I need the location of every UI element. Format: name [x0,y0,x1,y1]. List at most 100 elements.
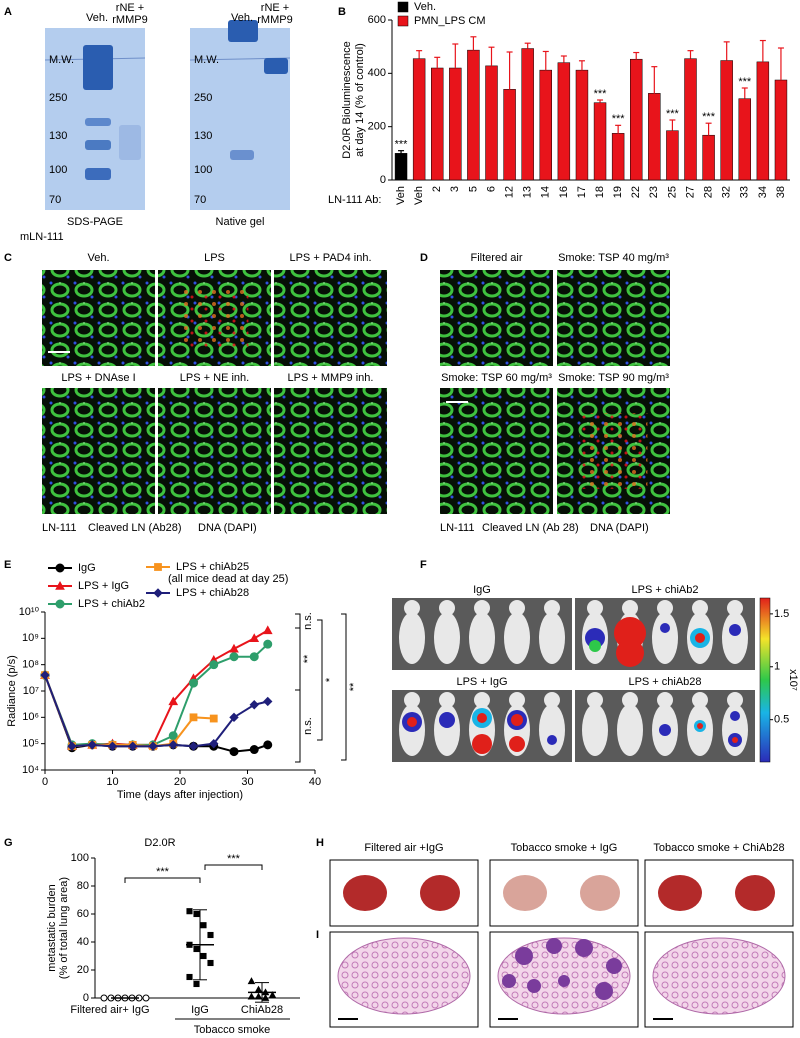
mouse [539,612,565,664]
mouse-head [509,692,525,708]
comparison-bracket [295,689,301,763]
marker [247,992,256,1000]
mouse [539,704,565,756]
mouse [722,612,748,664]
mw-label: 100 [49,164,67,176]
significance: *** [395,139,409,151]
panel-label: D [420,252,428,264]
comparison-label: n.s. [302,612,314,630]
micrograph [42,388,155,514]
y-tick-label: 80 [77,880,89,892]
bar [720,60,733,181]
micrograph [557,270,670,366]
metastasis [558,975,570,987]
mw-label: 250 [194,92,212,104]
panel-label: B [338,6,346,18]
panel-title: LPS + IgG [456,676,507,688]
mw-label: 130 [49,130,67,142]
bar [648,93,661,181]
marker [209,660,219,670]
x-tick-label: 40 [309,776,321,788]
x-tick-label: 38 [775,186,787,198]
signal [439,712,455,728]
colorbar-tick-label: 1.5 [774,608,789,620]
marker [142,994,150,1002]
y-tick-label: 60 [77,908,89,920]
signal [697,723,703,729]
mouse-head [692,692,708,708]
legend-label: Cleaved LN (Ab28) [88,522,182,534]
comparison-label: * [324,677,336,682]
colorbar [759,597,771,763]
signal [732,737,738,743]
marker [263,696,273,707]
legend-label: LPS + chiAb28 [176,587,249,599]
mouse-head [544,692,560,708]
panel-label: C [4,252,12,264]
colorbar-label: x10⁷ [787,669,799,691]
panel-title: LPS [204,252,225,264]
group-label: Tobacco smoke [194,1024,270,1036]
x-tick-label: 17 [576,186,588,198]
mouse [399,612,425,664]
comparison-bracket [295,613,301,629]
y-tick-label: 10⁴ [22,764,39,776]
panel-label: I [316,929,319,941]
y-tick-label: 0 [83,992,89,1004]
micrograph [42,270,155,366]
panel-title: Tobacco smoke + IgG [511,842,618,854]
marker [229,643,239,653]
gel-band [119,125,141,160]
metastasis [606,958,622,974]
mouse-head [439,600,455,616]
y-tick-label: 600 [368,14,386,26]
legend-label: LPS + chiAb25 [176,561,249,573]
x-tick-label: 32 [721,186,733,198]
signal [407,717,417,727]
marker [193,980,200,988]
bar [412,58,426,181]
marker [168,740,178,750]
marker [153,588,163,598]
x-axis-label: Time (days after injection) [117,789,243,801]
bar [394,153,408,181]
y-axis-label: (% of total lung area) [58,877,70,979]
mouse-head [657,600,673,616]
bar [684,58,697,181]
metastasis [595,982,613,1000]
significance-bracket [204,864,263,870]
marker [207,931,214,939]
mouse [469,612,495,664]
significance: *** [612,113,626,125]
micrograph [274,388,387,514]
x-tick-label: 34 [757,186,769,198]
gel-band [85,140,111,150]
signal [616,639,644,667]
x-tick-label: 25 [666,186,678,198]
mw-label: 100 [194,164,212,176]
x-tick-label: Veh [413,186,425,205]
x-tick-label: 30 [241,776,253,788]
lung [580,875,620,911]
gel-band [85,118,111,126]
panel-title: Filtered air [471,252,523,264]
marker [100,994,108,1002]
mouse-head [474,692,490,708]
legend-label: IgG [78,562,96,574]
bar [666,130,679,181]
micrograph-signal [579,413,648,489]
mouse-head [404,600,420,616]
x-tick-label: Veh [395,186,407,205]
marker [207,959,214,967]
mouse-head [692,600,708,616]
legend-label: LN-111 [440,522,474,534]
mouse-head [509,600,525,616]
x-tick-label: 22 [630,186,642,198]
marker [186,908,193,915]
y-tick-label: 10⁶ [22,711,39,723]
series-line [44,674,214,748]
marker [189,678,198,688]
mouse-head [439,692,455,708]
marker [209,738,219,749]
micrograph [158,388,271,514]
